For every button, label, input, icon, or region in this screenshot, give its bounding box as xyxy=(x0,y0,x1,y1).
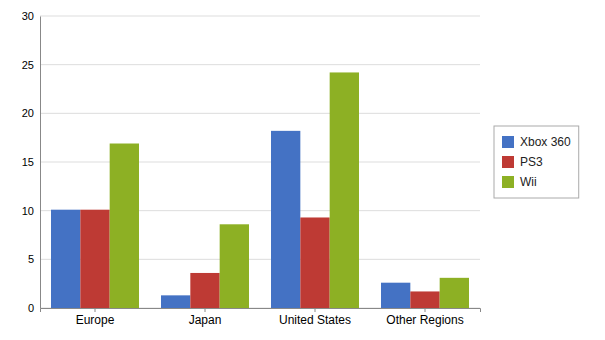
legend-swatch xyxy=(502,176,514,188)
y-tick-label: 30 xyxy=(22,10,34,22)
x-axis: Europe Japan United States Other Regions xyxy=(41,308,481,327)
y-tick: 0 xyxy=(28,302,40,314)
plot-area: 0 5 10 15 20 25 30 Europe Japan United States Othe… xyxy=(22,10,481,327)
legend-item: PS3 xyxy=(502,155,543,169)
axis-domain xyxy=(41,309,481,313)
bar xyxy=(51,210,80,308)
legend-box xyxy=(494,126,579,198)
legend-label: Xbox 360 xyxy=(520,135,571,149)
bar xyxy=(330,72,359,308)
y-tick-label: 0 xyxy=(28,302,34,314)
grid-line xyxy=(40,113,480,114)
x-tick-label: United States xyxy=(279,313,351,327)
x-tick-label: Japan xyxy=(189,313,222,327)
bar xyxy=(161,295,190,308)
y-tick: 10 xyxy=(22,205,40,217)
grid-line xyxy=(40,162,480,163)
chart-svg: 0 5 10 15 20 25 30 Europe Japan United States Othe… xyxy=(0,0,605,340)
x-tick-mark xyxy=(205,308,206,312)
y-tick-label: 25 xyxy=(22,59,34,71)
grid-line xyxy=(40,64,480,65)
x-tick: Other Regions xyxy=(386,308,463,327)
chart-container: 0 5 10 15 20 25 30 Europe Japan United States Othe… xyxy=(0,0,605,340)
legend-label: PS3 xyxy=(520,155,543,169)
y-axis: 0 5 10 15 20 25 30 xyxy=(22,10,41,314)
x-tick-label: Other Regions xyxy=(386,313,463,327)
bar xyxy=(381,283,410,308)
legend-swatch xyxy=(502,136,514,148)
grid-line xyxy=(40,16,480,17)
y-tick: 20 xyxy=(22,107,40,119)
legend-label: Wii xyxy=(520,175,537,189)
y-tick-label: 15 xyxy=(22,156,34,168)
y-tick-label: 5 xyxy=(28,253,34,265)
y-tick: 25 xyxy=(22,59,40,71)
legend-item: Wii xyxy=(502,175,537,189)
bar xyxy=(271,131,300,308)
bar xyxy=(110,144,139,308)
x-tick-mark xyxy=(95,308,96,312)
axis-domain xyxy=(40,17,41,309)
x-tick-label: Europe xyxy=(76,313,115,327)
bar xyxy=(80,210,109,308)
bars xyxy=(51,72,469,308)
y-tick: 30 xyxy=(22,10,40,22)
grid xyxy=(40,16,480,308)
bar xyxy=(300,217,329,308)
y-tick-label: 10 xyxy=(22,205,34,217)
bar xyxy=(440,278,469,308)
x-tick-mark xyxy=(315,308,316,312)
legend: Xbox 360 PS3 Wii xyxy=(494,126,579,198)
bar-series xyxy=(110,72,469,308)
bar xyxy=(410,291,439,308)
legend-item: Xbox 360 xyxy=(502,135,571,149)
x-tick: United States xyxy=(279,308,351,327)
x-tick-mark xyxy=(425,308,426,312)
y-tick-label: 20 xyxy=(22,107,34,119)
y-tick: 5 xyxy=(28,253,40,265)
x-tick: Japan xyxy=(189,308,222,327)
bar xyxy=(220,224,249,308)
y-tick: 15 xyxy=(22,156,40,168)
legend-swatch xyxy=(502,156,514,168)
x-tick: Europe xyxy=(76,308,115,327)
bar xyxy=(190,273,219,308)
